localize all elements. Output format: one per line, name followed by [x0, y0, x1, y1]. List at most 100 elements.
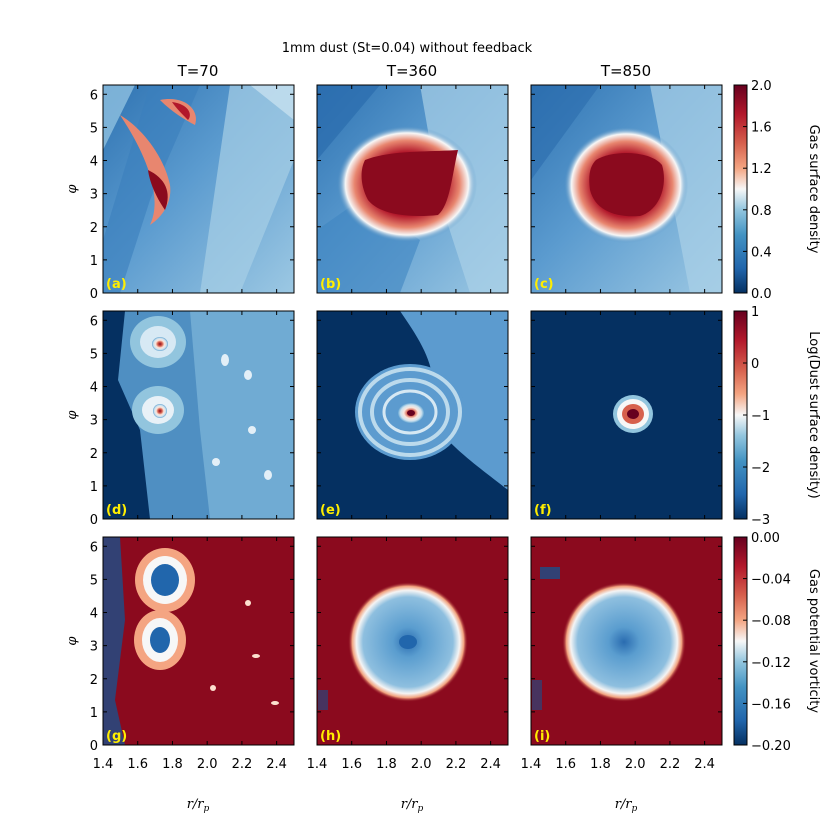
y-tick-label: 4 [90, 607, 98, 622]
y-tick-label: 6 [90, 88, 98, 103]
panel-a-frame [102, 84, 295, 294]
x-tick-label: 2.2 [232, 757, 253, 772]
colorbar-tick-label: 1 [751, 305, 759, 320]
colorbar-title-dust-density: Log(Dust surface density) [806, 331, 821, 498]
y-tick-label: 1 [90, 254, 98, 269]
panel-e-frame [316, 310, 509, 520]
y-tick-label: 0 [90, 287, 98, 302]
y-tick-label: 4 [90, 381, 98, 396]
x-tick-label: 1.4 [521, 757, 542, 772]
x-tick-label: 2.0 [625, 757, 646, 772]
x-axis-label-col-1: r/rp [187, 797, 210, 814]
colorbar-vorticity [733, 536, 748, 746]
x-tick-label: 2.4 [694, 757, 715, 772]
panel-label-b: (b) [320, 277, 341, 292]
x-tick-label: 2.0 [197, 757, 218, 772]
panel-g-frame [102, 536, 295, 746]
x-tick-label: 1.8 [376, 757, 397, 772]
panel-label-c: (c) [534, 277, 554, 292]
colorbar-tick-label: 1.2 [751, 162, 772, 177]
y-tick-label: 0 [90, 513, 98, 528]
column-title-2: T=360 [386, 62, 437, 80]
panel-c-image [531, 85, 722, 293]
y-tick-label: 3 [90, 188, 98, 203]
figure-suptitle: 1mm dust (St=0.04) without feedback [282, 41, 533, 56]
x-tick-label: 2.2 [660, 757, 681, 772]
panel-f-frame [530, 310, 723, 520]
panel-label-a: (a) [106, 277, 127, 292]
column-title-3: T=850 [600, 62, 651, 80]
y-tick-label: 5 [90, 347, 98, 362]
panel-f-image [531, 311, 722, 519]
panel-label-g: (g) [106, 729, 127, 744]
x-axis-label-col-2: r/rp [401, 797, 424, 814]
colorbar-tick-label: −0.20 [751, 739, 791, 754]
colorbar-gas-density [733, 84, 748, 294]
x-tick-label: 2.2 [446, 757, 467, 772]
colorbar-tick-label: 0.00 [751, 531, 780, 546]
x-tick-label: 2.0 [411, 757, 432, 772]
colorbar-tick-label: −0.12 [751, 656, 791, 671]
panel-a-image [103, 85, 294, 293]
y-tick-label: 1 [90, 480, 98, 495]
y-tick-label: 0 [90, 739, 98, 754]
x-tick-label: 1.6 [555, 757, 576, 772]
colorbar-tick-label: 0 [751, 357, 759, 372]
panel-g-image [103, 537, 294, 745]
panel-h-image [317, 537, 508, 745]
colorbar-tick-label: 1.6 [751, 121, 772, 136]
y-tick-label: 5 [90, 573, 98, 588]
y-tick-label: 2 [90, 673, 98, 688]
panel-label-e: (e) [320, 503, 341, 518]
x-axis-label-col-3: r/rp [615, 797, 638, 814]
colorbar-tick-label: −1 [751, 409, 770, 424]
colorbar-tick-label: −0.08 [751, 614, 791, 629]
y-axis-label-row-3: φ [65, 636, 80, 646]
panel-d-image [103, 311, 294, 519]
y-tick-label: 3 [90, 640, 98, 655]
colorbar-tick-label: −0.16 [751, 697, 791, 712]
colorbar-tick-label: −0.04 [751, 573, 791, 588]
panel-label-f: (f) [534, 503, 552, 518]
panel-e-image [317, 311, 508, 519]
y-tick-label: 5 [90, 121, 98, 136]
panel-label-h: (h) [320, 729, 341, 744]
panel-i-frame [530, 536, 723, 746]
y-tick-label: 2 [90, 221, 98, 236]
y-tick-label: 6 [90, 314, 98, 329]
x-tick-label: 1.6 [341, 757, 362, 772]
y-tick-label: 1 [90, 706, 98, 721]
y-tick-label: 3 [90, 414, 98, 429]
panel-frames [102, 84, 723, 746]
x-tick-label: 1.8 [162, 757, 183, 772]
panel-b-frame [316, 84, 509, 294]
panel-d-frame [102, 310, 295, 520]
y-axis-label-row-2: φ [65, 410, 80, 420]
x-tick-label: 2.4 [480, 757, 501, 772]
colorbar-tick-label: 0.8 [751, 204, 772, 219]
y-axis-label-row-1: φ [65, 184, 80, 194]
column-title-1: T=70 [177, 62, 219, 80]
colorbar-title-gas-density: Gas surface density [806, 125, 821, 254]
x-tick-label: 2.4 [266, 757, 287, 772]
panel-c-frame [530, 84, 723, 294]
x-tick-label: 1.8 [590, 757, 611, 772]
x-tick-label: 1.6 [127, 757, 148, 772]
x-tick-label: 1.4 [307, 757, 328, 772]
panel-label-i: (i) [534, 729, 550, 744]
panel-b-image [317, 85, 508, 293]
colorbar-tick-label: −3 [751, 513, 770, 528]
y-tick-label: 2 [90, 447, 98, 462]
panel-h-frame [316, 536, 509, 746]
axis-ticks: 1.4 1.4 1.4 1.6 1.6 1.6 1.8 1.8 1.8 2.0 2.0 2.0 2.2 2… [90, 79, 791, 772]
y-tick-label: 4 [90, 155, 98, 170]
colorbar-tick-label: −2 [751, 461, 770, 476]
x-tick-label: 1.4 [93, 757, 114, 772]
colorbar-tick-label: 0.4 [751, 245, 772, 260]
panel-i-image [531, 537, 722, 745]
panel-label-d: (d) [106, 503, 127, 518]
y-tick-label: 6 [90, 540, 98, 555]
colorbar-title-vorticity: Gas potential vorticity [806, 569, 821, 713]
colorbar-tick-label: 0.0 [751, 287, 772, 302]
